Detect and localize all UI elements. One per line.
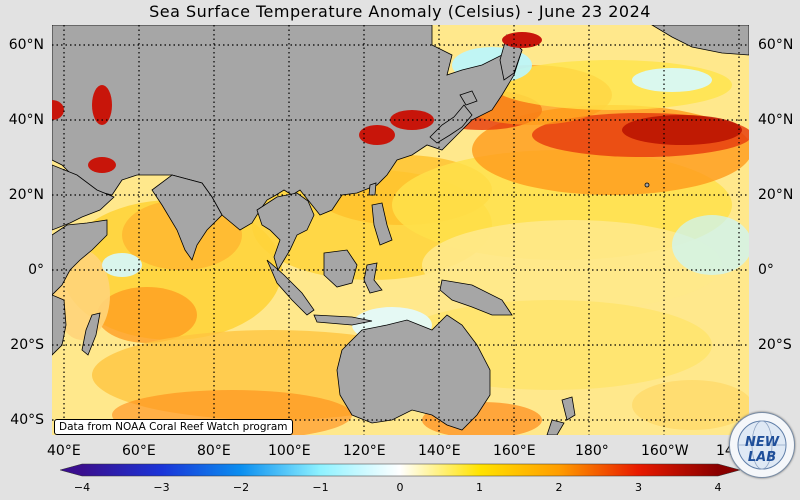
taiwan: [368, 182, 377, 196]
alaska-landmass: [651, 25, 749, 56]
africa-south-landmass: [52, 294, 67, 356]
colorbar-tick: 3: [635, 481, 642, 494]
colorbar-svg: [58, 463, 742, 477]
lat-label-left-60n: 60°N: [8, 37, 44, 53]
lat-label-left-0: 0°: [28, 262, 44, 278]
colorbar-tick: −4: [73, 481, 91, 494]
map-svg: [52, 25, 749, 435]
colorbar-tick: −1: [312, 481, 329, 494]
lat-label-right-0: 0°: [758, 262, 774, 278]
hawaii: [644, 182, 650, 188]
inland-sea-anomalies: [52, 32, 542, 173]
japan: [429, 104, 473, 144]
colorbar-tick: 1: [476, 481, 483, 494]
lab-logo: NEW LAB: [729, 412, 795, 478]
colorbar-gradient: [58, 463, 742, 477]
lat-label-left-20s: 20°S: [10, 337, 44, 353]
lon-label-80e: 80°E: [197, 443, 231, 459]
lon-label-60e: 60°E: [122, 443, 156, 459]
lat-label-right-20n: 20°N: [758, 187, 794, 203]
lon-label-160w: 160°W: [641, 443, 689, 459]
lon-label-120e: 120°E: [343, 443, 386, 459]
globe-icon: [737, 420, 787, 470]
new-guinea: [439, 279, 513, 316]
colorbar-tick: −2: [232, 481, 250, 494]
lon-label-40e: 40°E: [47, 443, 81, 459]
lat-label-left-40s: 40°S: [10, 412, 44, 428]
sumatra: [266, 259, 315, 316]
land-masses: [52, 25, 749, 435]
australia: [336, 314, 491, 431]
africa-landmass: [52, 219, 108, 296]
lat-label-right-60n: 60°N: [758, 37, 794, 53]
graticule: [52, 25, 749, 435]
lon-label-140e: 140°E: [418, 443, 461, 459]
data-credit: Data from NOAA Coral Reef Watch program: [54, 419, 293, 435]
colorbar-tick: −3: [153, 481, 170, 494]
borneo: [323, 249, 358, 288]
logo-text: NEW LAB: [744, 435, 780, 465]
colorbar-tick: 2: [555, 481, 563, 494]
sst-anomaly-map: [52, 25, 749, 435]
lat-label-left-40n: 40°N: [8, 112, 44, 128]
hokkaido: [459, 90, 478, 106]
madagascar: [81, 312, 101, 356]
colorbar-tick: 0: [396, 481, 404, 494]
philippines: [371, 202, 393, 246]
lon-label-160e: 160°E: [493, 443, 536, 459]
lat-label-right-40n: 40°N: [758, 112, 794, 128]
lat-label-left-20n: 20°N: [8, 187, 44, 203]
arabia-landmass: [52, 164, 115, 231]
new-zealand: [561, 396, 576, 421]
lat-label-right-20s: 20°S: [758, 337, 792, 353]
indochina-landmass: [256, 192, 315, 271]
new-zealand-south: [546, 419, 565, 435]
lon-label-180: 180°: [575, 443, 609, 459]
colorbar-tick: 4: [714, 481, 722, 494]
map-title: Sea Surface Temperature Anomaly (Celsius…: [149, 2, 651, 21]
lon-label-100e: 100°E: [268, 443, 311, 459]
java: [313, 314, 373, 326]
